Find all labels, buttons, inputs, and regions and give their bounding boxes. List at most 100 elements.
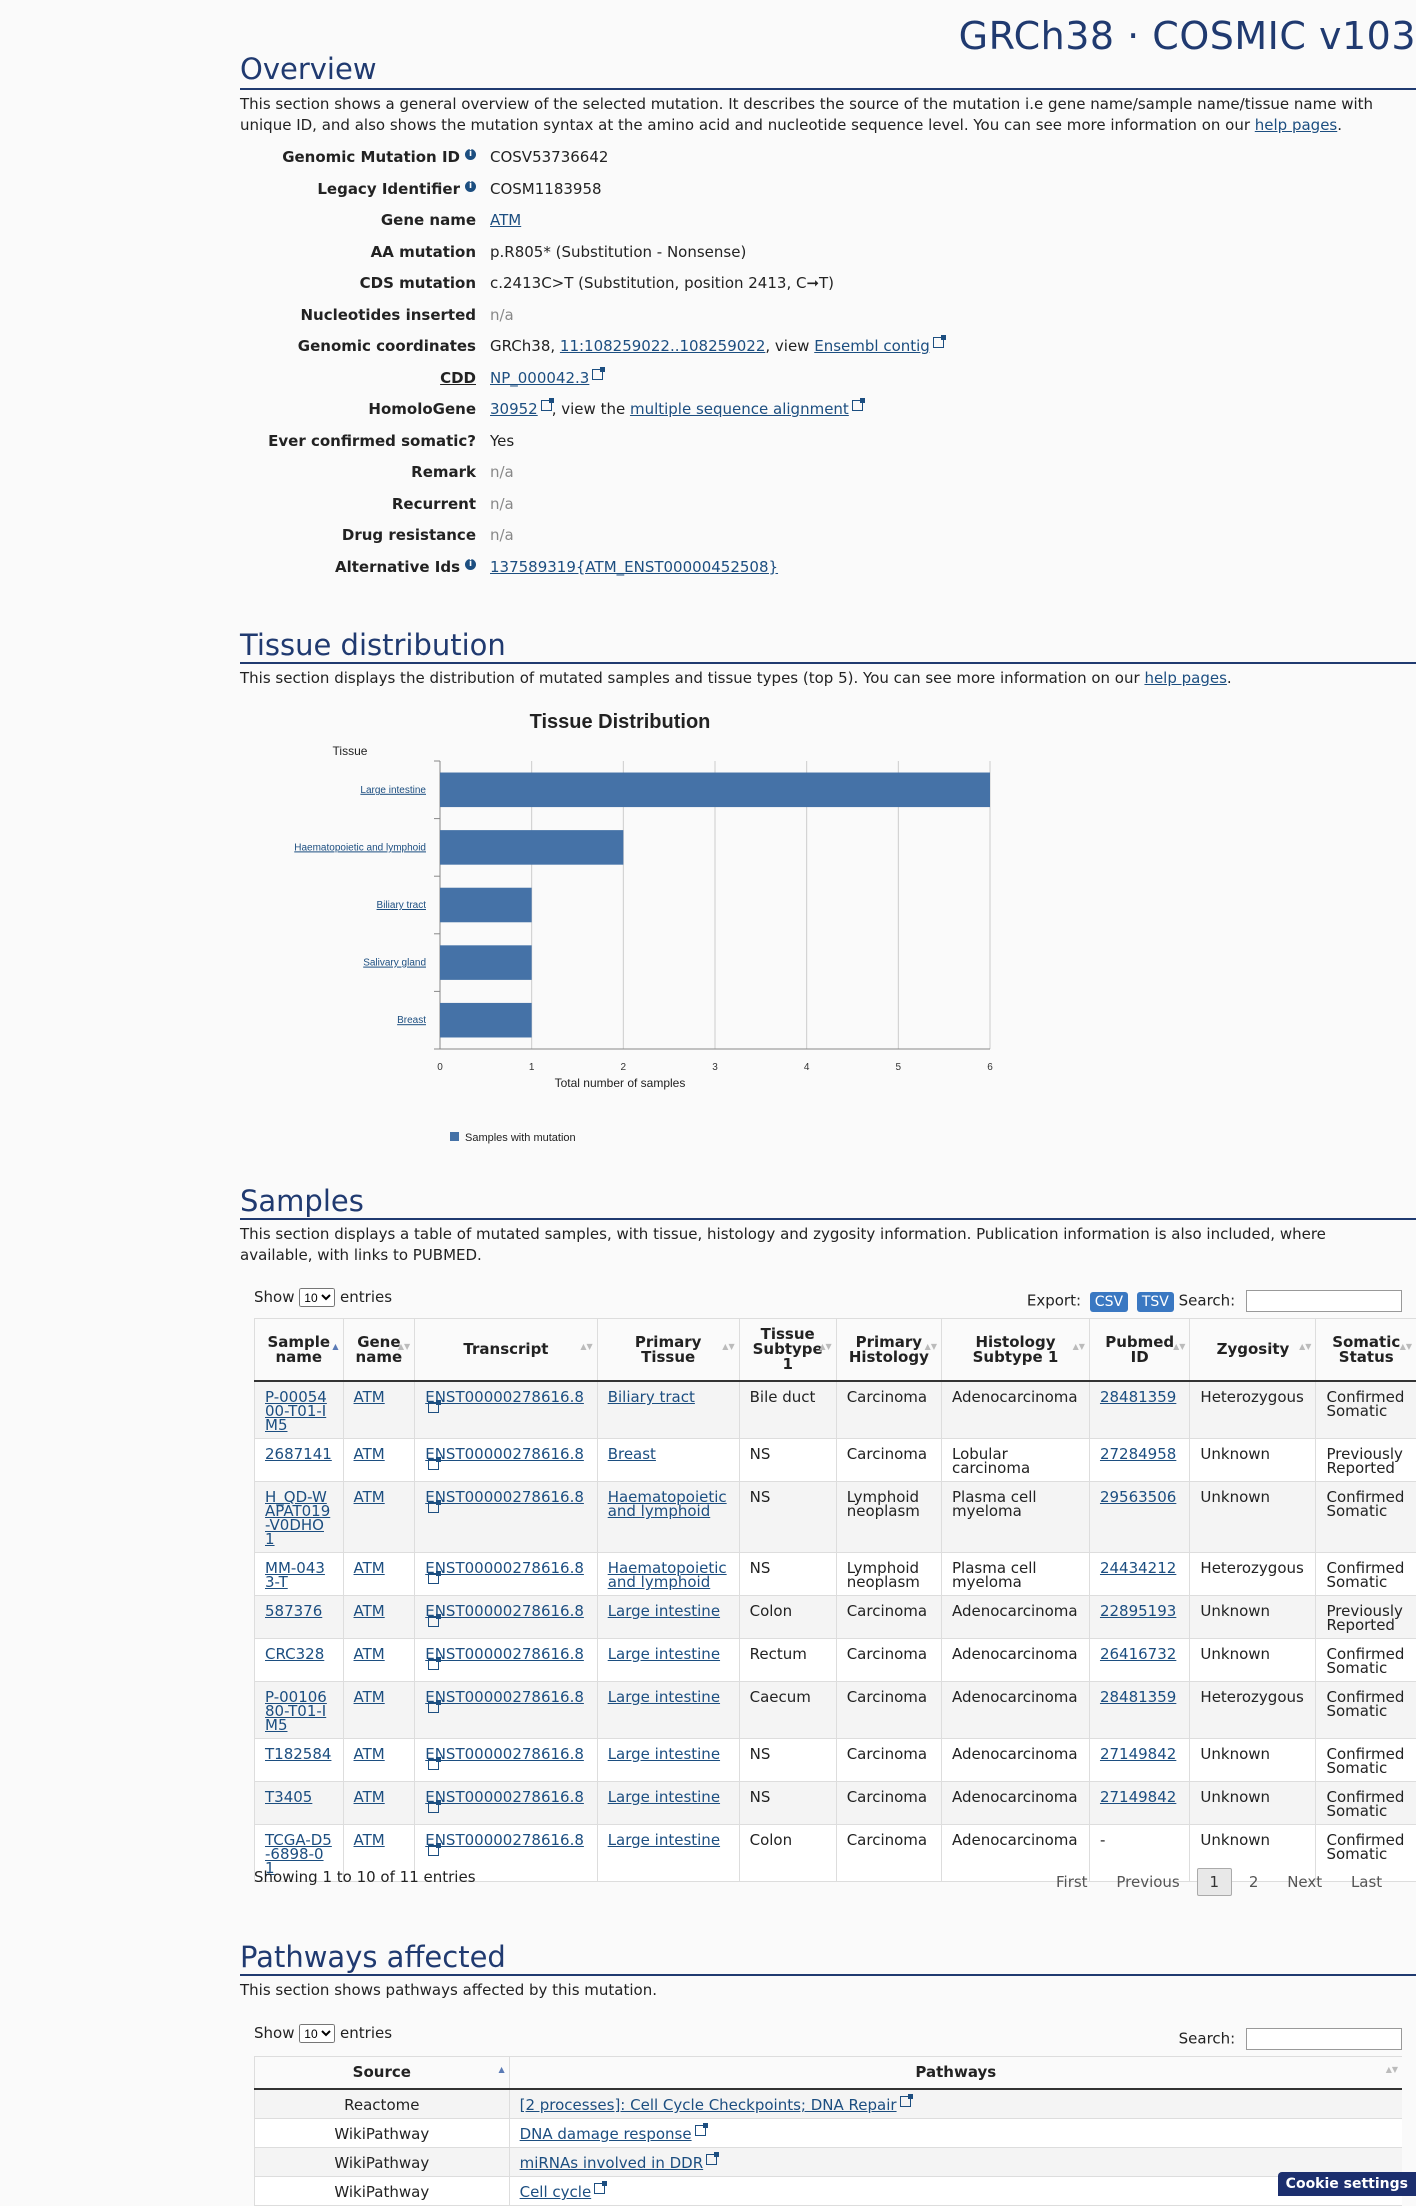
cell-link[interactable]: Breast	[608, 1445, 656, 1463]
cell-link[interactable]: ATM	[354, 1559, 385, 1577]
cell-link[interactable]: Large intestine	[608, 1788, 720, 1806]
chart-category-label[interactable]: Haematopoietic and lymphoid	[294, 842, 426, 853]
cell-link[interactable]: ENST00000278616.8	[425, 1688, 584, 1706]
cell-link[interactable]: ATM	[354, 1745, 385, 1763]
overview-value-link[interactable]: 11:108259022..108259022	[560, 337, 765, 355]
cell-link[interactable]: ATM	[354, 1488, 385, 1506]
overview-value-text: Yes	[490, 432, 514, 450]
table-cell: ENST00000278616.8	[415, 1682, 597, 1739]
cell-link[interactable]: [2 processes]: Cell Cycle Checkpoints; D…	[520, 2096, 897, 2114]
cell-link[interactable]: Large intestine	[608, 1831, 720, 1849]
cell-link[interactable]: miRNAs involved in DDR	[520, 2154, 704, 2172]
cell-text: Unknown	[1200, 1602, 1270, 1620]
cell-text: Heterozygous	[1200, 1688, 1303, 1706]
cell-link[interactable]: ENST00000278616.8	[425, 1831, 584, 1849]
cell-link[interactable]: 28481359	[1100, 1688, 1176, 1706]
cell-link[interactable]: 29563506	[1100, 1488, 1176, 1506]
column-header[interactable]: Transcript▲▼	[415, 1319, 597, 1382]
column-header[interactable]: Sample name▲	[255, 1319, 344, 1382]
cell-link[interactable]: 22895193	[1100, 1602, 1176, 1620]
cell-link[interactable]: H_QD-WAPAT019-V0DHO1	[265, 1488, 330, 1548]
column-header[interactable]: Histology Subtype 1▲▼	[941, 1319, 1089, 1382]
info-icon[interactable]: i	[465, 559, 476, 570]
cell-link[interactable]: ATM	[354, 1445, 385, 1463]
info-icon[interactable]: i	[465, 181, 476, 192]
cell-link[interactable]: ENST00000278616.8	[425, 1602, 584, 1620]
cell-link[interactable]: 2687141	[265, 1445, 332, 1463]
pathways-search-input[interactable]	[1246, 2028, 1402, 2050]
cell-link[interactable]: ENST00000278616.8	[425, 1645, 584, 1663]
cell-link[interactable]: ATM	[354, 1388, 385, 1406]
cell-link[interactable]: 24434212	[1100, 1559, 1176, 1577]
overview-value-link[interactable]: 30952	[490, 400, 538, 418]
overview-value-text: COSV53736642	[490, 148, 608, 166]
cell-link[interactable]: CRC328	[265, 1645, 324, 1663]
pager-previous[interactable]: Previous	[1104, 1869, 1191, 1895]
tissue-help-link[interactable]: help pages	[1144, 669, 1226, 687]
overview-value-link-2[interactable]: multiple sequence alignment	[630, 400, 849, 418]
chart-category-label[interactable]: Large intestine	[360, 785, 426, 796]
overview-value-link[interactable]: 137589319{ATM_ENST00000452508}	[490, 558, 778, 576]
cell-link[interactable]: Haematopoietic and lymphoid	[608, 1559, 727, 1591]
cell-link[interactable]: T3405	[265, 1788, 312, 1806]
column-header[interactable]: Tissue Subtype 1▲▼	[739, 1319, 836, 1382]
cell-link[interactable]: ATM	[354, 1831, 385, 1849]
cell-link[interactable]: 28481359	[1100, 1388, 1176, 1406]
cell-link[interactable]: ATM	[354, 1788, 385, 1806]
samples-length-select[interactable]: 10	[299, 1288, 335, 1307]
cell-link[interactable]: Cell cycle	[520, 2183, 592, 2201]
cell-link[interactable]: 27149842	[1100, 1745, 1176, 1763]
cell-link[interactable]: Large intestine	[608, 1688, 720, 1706]
pager-last[interactable]: Last	[1339, 1869, 1394, 1895]
column-header[interactable]: Primary Tissue▲▼	[597, 1319, 739, 1382]
column-header[interactable]: Source▲	[255, 2057, 510, 2090]
cell-link[interactable]: ENST00000278616.8	[425, 1745, 584, 1763]
export-tsv-button[interactable]: TSV	[1137, 1292, 1174, 1312]
column-header[interactable]: Primary Histology▲▼	[836, 1319, 941, 1382]
cell-link[interactable]: Biliary tract	[608, 1388, 695, 1406]
cell-link[interactable]: ENST00000278616.8	[425, 1445, 584, 1463]
pager-page-2[interactable]: 2	[1237, 1869, 1271, 1895]
overview-help-link[interactable]: help pages	[1255, 116, 1337, 134]
chart-category-label[interactable]: Salivary gland	[363, 958, 426, 969]
cell-link[interactable]: ATM	[354, 1688, 385, 1706]
pathways-length-select[interactable]: 10	[299, 2024, 335, 2043]
pager-first[interactable]: First	[1044, 1869, 1100, 1895]
cell-link[interactable]: Large intestine	[608, 1645, 720, 1663]
column-header[interactable]: Pubmed ID▲▼	[1089, 1319, 1189, 1382]
cell-link[interactable]: Haematopoietic and lymphoid	[608, 1488, 727, 1520]
cell-link[interactable]: 26416732	[1100, 1645, 1176, 1663]
cell-link[interactable]: 27149842	[1100, 1788, 1176, 1806]
cell-link[interactable]: P-0005400-T01-IM5	[265, 1388, 327, 1434]
cell-link[interactable]: MM-0433-T	[265, 1559, 325, 1591]
cookie-settings-button[interactable]: Cookie settings	[1278, 2172, 1416, 2196]
overview-value-link[interactable]: NP_000042.3	[490, 369, 589, 387]
export-csv-button[interactable]: CSV	[1090, 1292, 1128, 1312]
cell-link[interactable]: ATM	[354, 1645, 385, 1663]
column-header[interactable]: Pathways▲▼	[509, 2057, 1402, 2090]
cell-link[interactable]: ATM	[354, 1602, 385, 1620]
chart-category-label[interactable]: Biliary tract	[377, 900, 427, 911]
cell-link[interactable]: T182584	[265, 1745, 331, 1763]
cell-link[interactable]: Large intestine	[608, 1602, 720, 1620]
cell-link[interactable]: ENST00000278616.8	[425, 1559, 584, 1577]
overview-value-link-2[interactable]: Ensembl contig	[814, 337, 930, 355]
cell-link[interactable]: 587376	[265, 1602, 322, 1620]
column-header[interactable]: Zygosity▲▼	[1190, 1319, 1316, 1382]
column-header[interactable]: Gene name▲▼	[343, 1319, 415, 1382]
pager-next[interactable]: Next	[1275, 1869, 1334, 1895]
cell-link[interactable]: DNA damage response	[520, 2125, 692, 2143]
pager-page-1[interactable]: 1	[1197, 1868, 1233, 1896]
cell-link[interactable]: ENST00000278616.8	[425, 1788, 584, 1806]
samples-search-input[interactable]	[1246, 1290, 1402, 1312]
column-header[interactable]: Somatic Status▲▼	[1316, 1319, 1416, 1382]
info-icon[interactable]: i	[465, 149, 476, 160]
cell-link[interactable]: ENST00000278616.8	[425, 1488, 584, 1506]
cell-link[interactable]: 27284958	[1100, 1445, 1176, 1463]
cell-link[interactable]: Large intestine	[608, 1745, 720, 1763]
overview-value-link[interactable]: ATM	[490, 211, 521, 229]
cell-link[interactable]: P-0010680-T01-IM5	[265, 1688, 327, 1734]
chart-category-label[interactable]: Breast	[397, 1015, 426, 1026]
cell-link[interactable]: ENST00000278616.8	[425, 1388, 584, 1406]
